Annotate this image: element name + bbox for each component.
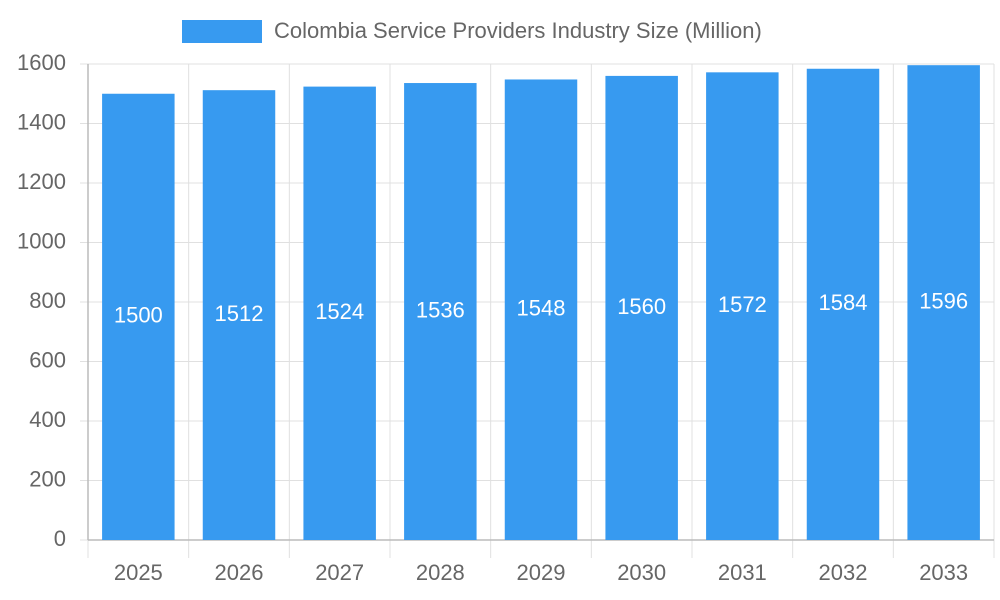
data-label: 1524 [315, 299, 364, 324]
bar [806, 68, 880, 540]
x-tick-label: 2025 [114, 560, 163, 585]
y-tick-label: 1400 [17, 109, 66, 134]
bar [102, 93, 175, 540]
y-tick-label: 1200 [17, 169, 66, 194]
bar [202, 90, 276, 541]
x-tick-label: 2027 [315, 560, 364, 585]
x-tick-label: 2026 [215, 560, 264, 585]
bar [404, 83, 477, 540]
data-label: 1548 [517, 296, 566, 321]
x-tick-label: 2031 [718, 560, 767, 585]
data-label: 1536 [416, 297, 465, 322]
x-tick-label: 2033 [919, 560, 968, 585]
legend-swatch [182, 20, 262, 43]
x-tick-label: 2029 [517, 560, 566, 585]
data-label: 1512 [215, 301, 264, 326]
y-tick-label: 600 [29, 347, 66, 372]
bar [303, 86, 376, 541]
y-tick-label: 1000 [17, 228, 66, 253]
bar [706, 72, 779, 540]
bar [504, 79, 578, 540]
y-tick-label: 1600 [17, 50, 66, 75]
y-tick-label: 200 [29, 466, 66, 491]
legend-label: Colombia Service Providers Industry Size… [274, 18, 762, 43]
data-label: 1572 [718, 292, 767, 317]
x-tick-label: 2028 [416, 560, 465, 585]
y-tick-label: 400 [29, 407, 66, 432]
data-label: 1500 [114, 303, 163, 328]
data-label: 1560 [617, 294, 666, 319]
y-tick-label: 800 [29, 288, 66, 313]
bar [907, 65, 980, 540]
data-label: 1584 [819, 290, 868, 315]
y-tick-label: 0 [54, 526, 66, 551]
x-tick-label: 2030 [617, 560, 666, 585]
x-tick-label: 2032 [819, 560, 868, 585]
bar [605, 75, 678, 541]
data-label: 1596 [919, 288, 968, 313]
